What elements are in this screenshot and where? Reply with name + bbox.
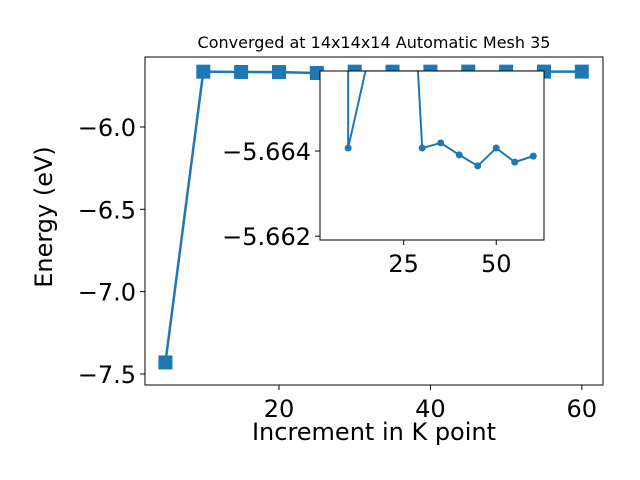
- x-axis-label: Increment in K point: [252, 418, 496, 446]
- marker: [196, 64, 211, 79]
- chart-title: Converged at 14x14x14 Automatic Mesh 35: [198, 33, 551, 52]
- marker: [344, 144, 352, 152]
- marker: [511, 158, 519, 166]
- marker: [455, 151, 463, 159]
- axes-frame: [319, 70, 545, 241]
- marker: [529, 152, 537, 160]
- line: [347, 71, 534, 168]
- x-tick-label: 20: [264, 395, 295, 423]
- plot-area: [320, 71, 544, 240]
- marker: [574, 64, 589, 79]
- y-tick-label: −6.0: [78, 114, 136, 142]
- x-tick-label: 25: [388, 250, 419, 278]
- series: [344, 71, 537, 170]
- marker: [158, 355, 173, 370]
- y-tick-label: −7.5: [78, 361, 136, 389]
- marker: [418, 144, 426, 152]
- y-tick-label: −5.662: [222, 223, 311, 251]
- marker: [492, 144, 500, 152]
- y-axis-label: Energy (eV): [30, 146, 58, 288]
- x-tick-label: 60: [567, 395, 598, 423]
- marker: [474, 162, 482, 170]
- x-tick-label: 40: [415, 395, 446, 423]
- marker: [437, 139, 445, 147]
- y-tick-label: −5.664: [222, 138, 311, 166]
- axes-frame: [144, 56, 604, 386]
- x-tick-label: 50: [481, 250, 512, 278]
- marker: [271, 65, 286, 80]
- y-tick-label: −6.5: [78, 196, 136, 224]
- marker: [234, 64, 249, 79]
- y-tick-label: −7.0: [78, 279, 136, 307]
